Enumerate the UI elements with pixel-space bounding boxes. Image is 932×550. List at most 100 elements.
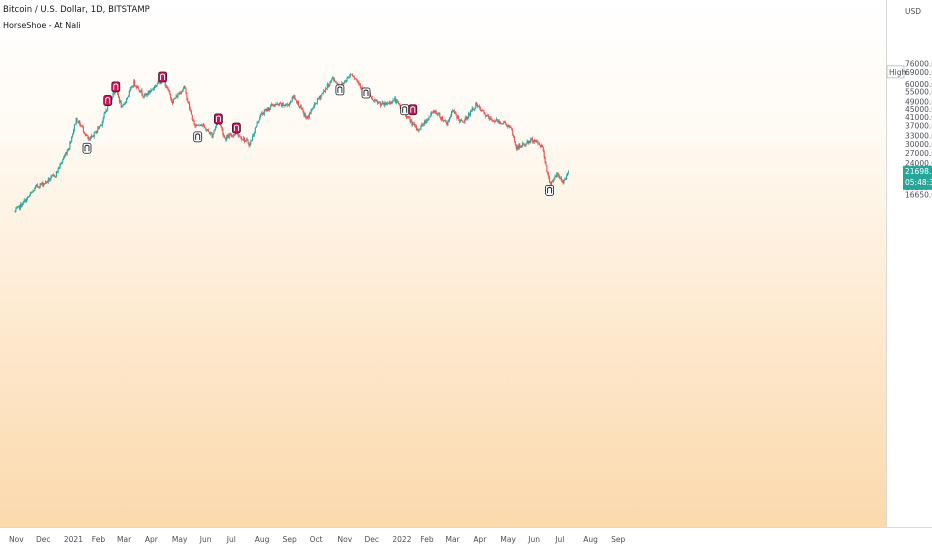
candle-body <box>556 172 558 177</box>
price-axis[interactable] <box>886 0 932 527</box>
candle-body <box>390 103 392 104</box>
candle-body <box>210 132 212 134</box>
candle-body <box>69 142 71 149</box>
candle-body <box>224 135 226 139</box>
candle-body <box>307 115 309 118</box>
bullish-signal-icon <box>545 184 554 196</box>
candle-body <box>313 105 315 109</box>
candle-body <box>166 87 168 88</box>
bullish-signal-icon <box>400 104 410 116</box>
candle-body <box>405 115 408 118</box>
candle-body <box>531 138 534 143</box>
candle-body <box>202 124 204 126</box>
candle-body <box>195 124 197 127</box>
candle-body <box>267 107 269 111</box>
candle-body <box>292 96 294 99</box>
candle-body <box>18 205 20 207</box>
candle-body <box>456 114 458 119</box>
candle-body <box>44 183 46 185</box>
candle-body <box>168 90 170 92</box>
plot-area[interactable] <box>0 0 886 527</box>
candle-body <box>453 110 455 113</box>
candle-body <box>67 150 69 151</box>
candle-body <box>99 124 102 127</box>
candle-body <box>542 147 544 152</box>
candle-body <box>133 80 135 87</box>
candle-body <box>567 172 569 176</box>
candle-body <box>323 90 325 93</box>
candle-body <box>433 110 435 113</box>
candle-body <box>429 116 431 118</box>
candle-body <box>504 122 507 124</box>
candle-body <box>320 95 322 99</box>
candle-body <box>38 186 40 188</box>
candle-body <box>325 88 327 90</box>
candle-body <box>378 102 380 104</box>
candle-body <box>522 143 524 147</box>
candle-body <box>294 95 296 100</box>
candle-body <box>530 139 532 143</box>
candle-body <box>135 85 137 87</box>
candle-body <box>289 101 291 103</box>
candle-body <box>153 86 156 89</box>
candle-body <box>558 175 560 176</box>
candle-body <box>240 136 242 139</box>
candle-body <box>276 103 278 105</box>
candle-body <box>350 74 352 76</box>
candle-body <box>197 125 199 126</box>
candle-body <box>252 135 254 141</box>
candle-body <box>472 107 474 111</box>
time-axis[interactable] <box>0 527 932 550</box>
candle-body <box>43 183 45 186</box>
candle-body <box>247 140 249 144</box>
bearish-signal-icon <box>111 81 121 93</box>
candle-body <box>207 129 210 132</box>
candle-body <box>278 104 280 106</box>
candle-body <box>272 105 274 106</box>
candle-body <box>356 79 358 81</box>
candle-body <box>482 109 484 111</box>
price-tick-label: 27000.00 <box>905 149 932 158</box>
candle-body <box>515 145 517 150</box>
time-tick-label: Mar <box>446 535 461 544</box>
candle-body <box>427 119 429 121</box>
candle-body <box>441 117 444 121</box>
candle-body <box>287 104 289 106</box>
candle-body <box>473 109 475 111</box>
symbol-title[interactable]: Bitcoin / U.S. Dollar, 1D, BITSTAMP <box>3 5 150 15</box>
candle-body <box>198 124 201 126</box>
candle-body <box>526 141 528 144</box>
candle-body <box>88 138 90 140</box>
candle-body <box>101 121 103 126</box>
candle-body <box>491 119 493 121</box>
indicator-title[interactable]: HorseShoe - At Nali <box>3 21 81 30</box>
candle-body <box>242 139 244 141</box>
candle-body <box>324 88 327 92</box>
candle-body <box>532 140 534 143</box>
candle-body <box>552 179 554 182</box>
candle-body <box>373 99 375 101</box>
candle-body <box>148 90 150 93</box>
candle-body <box>87 135 89 139</box>
candle-body <box>304 114 306 116</box>
candle-body <box>529 141 531 143</box>
candle-body <box>39 183 41 188</box>
candle-body <box>73 124 75 131</box>
candle-body <box>437 114 439 116</box>
candle-body <box>83 131 85 134</box>
candle-body <box>541 145 543 148</box>
candle-body <box>35 186 37 188</box>
candle-body <box>279 103 281 106</box>
candle-body <box>495 119 498 122</box>
candle-body <box>130 86 132 89</box>
candle-body <box>311 108 313 110</box>
candle-body <box>175 95 177 99</box>
candle-body <box>396 100 398 103</box>
candle-body <box>413 123 415 125</box>
candle-body <box>98 127 100 129</box>
candle-body <box>359 84 361 85</box>
candle-body <box>312 108 314 110</box>
candle-body <box>436 113 438 116</box>
candle-body <box>27 196 30 198</box>
candle-body <box>80 125 82 127</box>
